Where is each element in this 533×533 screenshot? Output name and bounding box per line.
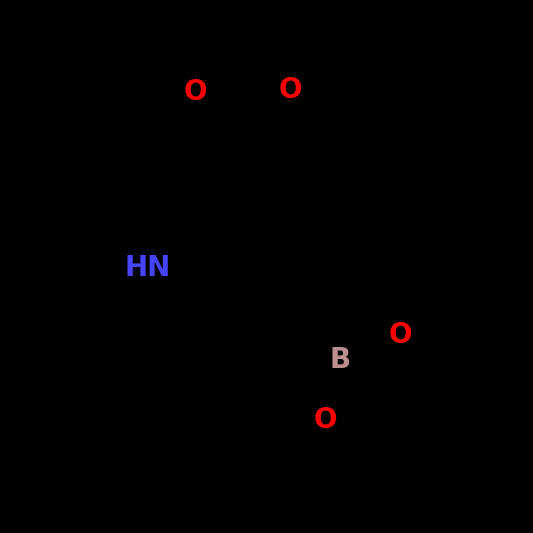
Text: B: B xyxy=(329,346,351,374)
Text: O: O xyxy=(388,321,412,349)
Text: O: O xyxy=(278,76,302,104)
Text: HN: HN xyxy=(125,254,171,282)
Text: O: O xyxy=(313,406,337,434)
Text: O: O xyxy=(183,78,207,106)
